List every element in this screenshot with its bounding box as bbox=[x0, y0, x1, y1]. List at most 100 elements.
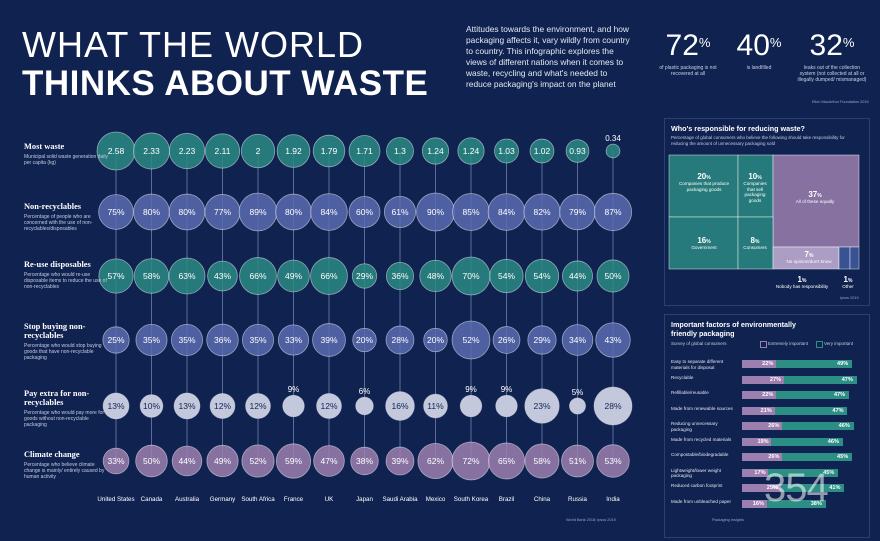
tm-value: 8 bbox=[750, 236, 755, 245]
bar-extremely bbox=[742, 437, 772, 446]
bubble-label: 0.93 bbox=[569, 146, 586, 156]
bar-extremely bbox=[742, 391, 777, 399]
bar-value-very: 41% bbox=[829, 485, 841, 491]
stat-32: 32% leaks out of the collection system (… bbox=[796, 26, 868, 83]
bubble-label: 16% bbox=[391, 401, 408, 411]
bar-extremely bbox=[742, 484, 781, 492]
bubble bbox=[423, 327, 448, 353]
bar-very bbox=[768, 468, 839, 477]
bubble-label: 23% bbox=[533, 401, 550, 411]
bubble-label: 1.3 bbox=[394, 146, 406, 156]
stat-value: 72 bbox=[665, 29, 699, 62]
tm-value: 7 bbox=[804, 250, 809, 259]
treemap-label-other: 1% Other bbox=[836, 275, 860, 290]
bar-value-extremely: 26% bbox=[768, 423, 780, 429]
bubble bbox=[207, 260, 238, 292]
stat-72: 72% of plastic packaging is not recovere… bbox=[656, 26, 720, 77]
bubble-label: 44% bbox=[569, 271, 586, 281]
row-label-pay-extra: Pay extra for non-recyclables Percentage… bbox=[24, 389, 110, 428]
bubble-label: 25% bbox=[107, 335, 124, 345]
bubble-label: 1.92 bbox=[285, 146, 302, 156]
legend-very: Very important bbox=[824, 341, 854, 346]
bar-value-extremely: 16% bbox=[752, 500, 764, 507]
stat-caption: is landfilled bbox=[746, 65, 772, 71]
bubble-label: 2.33 bbox=[143, 146, 160, 156]
treemap-label-sellers: 10% Companies that sell packaging goods bbox=[739, 172, 771, 203]
bubble-label: 1.03 bbox=[498, 146, 515, 156]
row-desc: Percentage who believe climate change is… bbox=[24, 462, 105, 480]
bar-value-extremely: 26% bbox=[768, 454, 780, 460]
bar-very bbox=[766, 499, 826, 508]
bubble bbox=[313, 445, 345, 477]
treemap-cell bbox=[772, 154, 860, 248]
country-label: United States bbox=[97, 496, 135, 503]
bubble bbox=[596, 259, 630, 293]
tm-value: 1 bbox=[797, 275, 802, 284]
stat-unit: % bbox=[698, 35, 711, 50]
country-label: Brazil bbox=[498, 496, 515, 503]
bubble bbox=[241, 444, 275, 478]
treemap-subtitle: Percentage of global consumers who belie… bbox=[671, 135, 845, 146]
bubble-label: 2.58 bbox=[108, 146, 125, 156]
bar-extremely bbox=[742, 360, 777, 368]
bar-value-extremely: 17% bbox=[754, 469, 766, 476]
bubble bbox=[593, 386, 633, 426]
bubble bbox=[312, 134, 346, 168]
country-label: France bbox=[283, 496, 304, 503]
stat-value: 32 bbox=[809, 29, 843, 62]
bubble-label: 34% bbox=[569, 335, 586, 345]
legend-swatch-extremely bbox=[760, 341, 767, 348]
factor-label: Easy to separate different materials for… bbox=[671, 359, 724, 370]
intro-text: Attitudes towards the environment, and h… bbox=[466, 24, 630, 89]
bubble-label: 58% bbox=[533, 456, 550, 466]
bubble-label: 43% bbox=[214, 271, 231, 281]
bubble-label: 57% bbox=[107, 271, 124, 281]
bubble bbox=[355, 396, 374, 416]
bubble-label: 80% bbox=[143, 207, 160, 217]
bubble-label: 79% bbox=[569, 207, 586, 217]
bubble-label: 59% bbox=[285, 456, 302, 466]
bubble-label: 5% bbox=[572, 388, 584, 397]
tm-label: No opinion/don't know bbox=[786, 259, 832, 264]
bubble-label: 85% bbox=[462, 207, 479, 217]
bubble bbox=[171, 445, 203, 477]
bubble bbox=[139, 394, 164, 418]
bubble-label: 0.34 bbox=[605, 134, 621, 143]
bar-value-very: 47% bbox=[841, 376, 853, 383]
stat-caption: of plastic packaging is not recovered at… bbox=[659, 65, 717, 77]
factors-subtitle: Survey of global consumers bbox=[671, 341, 727, 346]
bubble bbox=[239, 257, 277, 295]
bubble bbox=[524, 388, 560, 424]
bubble-label: 54% bbox=[498, 271, 515, 281]
bubble-label: 70% bbox=[462, 271, 479, 281]
bubble-label: 50% bbox=[604, 271, 621, 281]
bubble bbox=[385, 325, 415, 355]
bubble-label: 12% bbox=[320, 401, 337, 411]
bubble bbox=[419, 259, 452, 293]
factor-label: Lightweight/lower weight packaging bbox=[671, 467, 722, 479]
factor-label: Compostable/biodegradable bbox=[671, 452, 729, 457]
bubble-label: 28% bbox=[604, 401, 621, 411]
row-title: Stop buying non-recyclables bbox=[24, 322, 86, 340]
watermark: 354 bbox=[764, 466, 829, 510]
bubble bbox=[173, 392, 201, 420]
bubble bbox=[421, 137, 450, 165]
country-label: Saudi Arabia bbox=[382, 496, 418, 503]
row-label-reuse: Re-use disposables Percentage who would … bbox=[24, 260, 110, 290]
bubble bbox=[350, 446, 379, 476]
bubble bbox=[282, 394, 305, 418]
legend-extremely: Extremely important bbox=[768, 341, 809, 346]
tm-label: Companies that produce packaging goods bbox=[678, 181, 730, 192]
row-title: Climate change bbox=[24, 450, 80, 459]
tm-label: Nobody has responsibility bbox=[775, 284, 829, 289]
bubble-label: 47% bbox=[320, 456, 337, 466]
country-label: China bbox=[533, 496, 551, 503]
row-title: Most waste bbox=[24, 142, 65, 151]
treemap-cell bbox=[849, 246, 860, 270]
title-line-2: THINKS ABOUT WASTE bbox=[22, 64, 429, 103]
bubble-label: 12% bbox=[214, 401, 231, 411]
factor-label: Made from recycled materials bbox=[671, 436, 732, 442]
stat-caption: leaks out of the collection system (not … bbox=[797, 65, 867, 83]
bubble bbox=[524, 443, 560, 479]
